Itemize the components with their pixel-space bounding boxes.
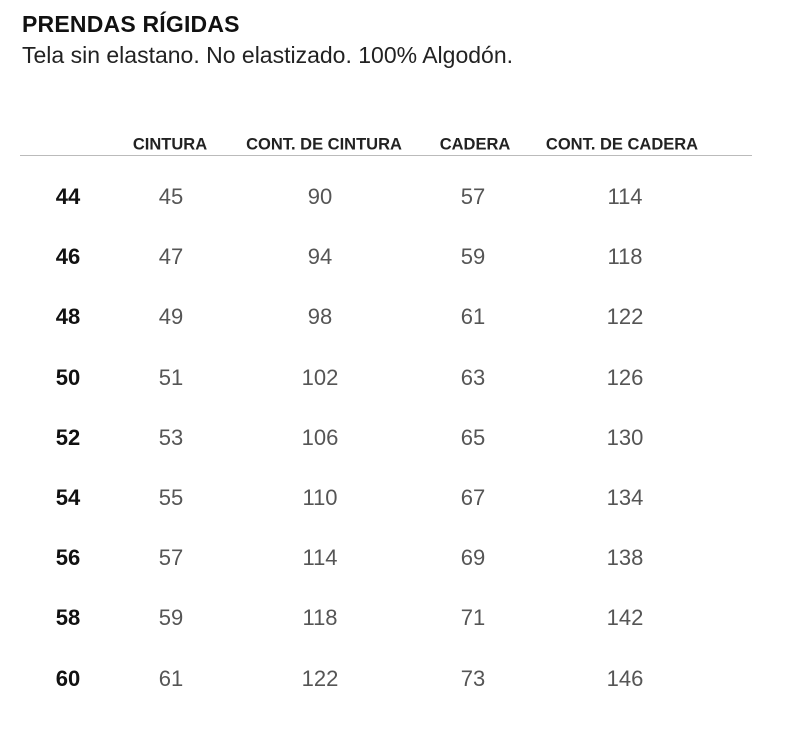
cell-value: 110 xyxy=(302,485,338,510)
cell-value: 118 xyxy=(607,244,643,270)
cell-value: 55 xyxy=(158,485,184,510)
cell-value: 94 xyxy=(307,244,333,270)
cell-value: 57 xyxy=(158,545,184,571)
cell-value: 57 xyxy=(460,184,486,209)
cell-value: 67 xyxy=(460,485,486,510)
cell-value: 69 xyxy=(460,545,486,571)
size-label: 50 xyxy=(55,364,81,390)
size-label: 48 xyxy=(55,304,81,330)
cell-value: 114 xyxy=(302,545,338,571)
header-rule xyxy=(20,155,752,156)
cell-value: 90 xyxy=(307,184,333,209)
size-label: 60 xyxy=(55,665,81,691)
cell-value: 49 xyxy=(158,304,184,330)
cell-value: 63 xyxy=(460,364,486,390)
cell-value: 61 xyxy=(158,665,184,691)
size-label: 46 xyxy=(55,244,81,270)
cell-value: 138 xyxy=(606,545,644,571)
cell-value: 47 xyxy=(158,244,184,270)
cell-value: 122 xyxy=(301,665,339,691)
column-header: CINTURA xyxy=(132,135,208,154)
cell-value: 73 xyxy=(460,665,486,691)
cell-value: 51 xyxy=(158,364,184,390)
cell-value: 146 xyxy=(606,665,644,691)
cell-value: 53 xyxy=(158,424,184,450)
size-label: 52 xyxy=(55,424,81,450)
size-label: 56 xyxy=(55,545,81,571)
column-header: CONT. DE CINTURA xyxy=(246,135,402,154)
title: PRENDAS RÍGIDAS xyxy=(22,11,240,37)
cell-value: 71 xyxy=(460,605,486,631)
cell-value: 126 xyxy=(606,364,644,390)
cell-value: 65 xyxy=(460,424,486,450)
cell-value: 59 xyxy=(158,605,184,631)
size-label: 44 xyxy=(55,184,81,209)
cell-value: 142 xyxy=(606,605,644,631)
subtitle: Tela sin elastano. No elastizado. 100% A… xyxy=(22,42,513,68)
size-label: 54 xyxy=(55,485,81,510)
cell-value: 114 xyxy=(607,184,643,209)
cell-value: 45 xyxy=(158,184,184,209)
cell-value: 61 xyxy=(460,304,486,330)
cell-value: 102 xyxy=(301,364,339,390)
cell-value: 134 xyxy=(606,485,644,510)
cell-value: 122 xyxy=(606,304,644,330)
cell-value: 106 xyxy=(301,424,339,450)
column-header: CADERA xyxy=(439,135,511,154)
cell-value: 130 xyxy=(606,424,644,450)
cell-value: 59 xyxy=(460,244,486,270)
size-label: 58 xyxy=(55,605,81,631)
cell-value: 98 xyxy=(307,304,333,330)
cell-value: 118 xyxy=(302,605,338,631)
column-header: CONT. DE CADERA xyxy=(545,135,699,154)
